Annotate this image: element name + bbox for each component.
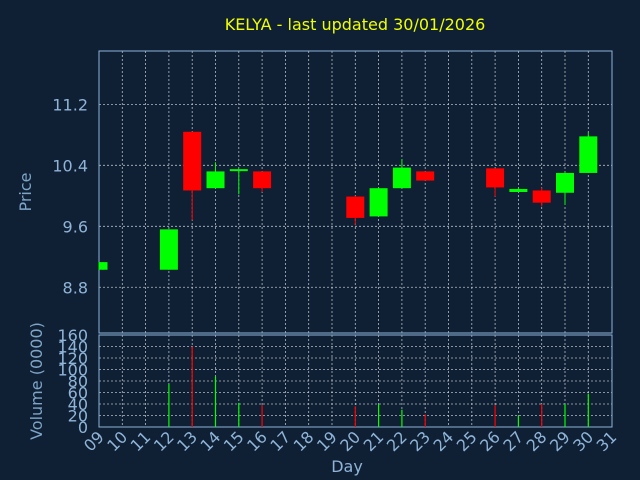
- candle-body: [98, 262, 108, 270]
- price-y-ticks: 8.8 9.6 10.4 11.2: [52, 95, 88, 297]
- price-axis-label: Price: [16, 172, 35, 211]
- price-plot-frame: [98, 50, 613, 334]
- volume-tick-label: 20: [68, 407, 88, 426]
- chart-title: KELYA - last updated 30/01/2026: [225, 15, 486, 34]
- x-tick-label: 31: [593, 427, 621, 455]
- volume-tick-label: 100: [57, 361, 88, 380]
- candle-body: [556, 172, 574, 193]
- volume-bars: [168, 346, 589, 427]
- candle-body: [253, 171, 272, 189]
- volume-tick-label: 120: [57, 349, 88, 368]
- x-axis-label: Day: [331, 457, 363, 476]
- candle-body: [579, 136, 598, 173]
- candle-body: [346, 196, 365, 218]
- volume-tick-label: 140: [57, 338, 88, 357]
- candle-body: [369, 188, 388, 217]
- candle-body: [416, 171, 435, 181]
- volume-tick-label: 40: [68, 395, 88, 414]
- price-tick-label: 8.8: [63, 278, 88, 297]
- volume-tick-label: 80: [68, 372, 88, 391]
- price-tick-label: 10.4: [52, 156, 88, 175]
- price-tick-label: 11.2: [52, 95, 88, 114]
- candle-body: [509, 188, 528, 192]
- candle-body: [392, 167, 411, 189]
- volume-tick-label: 160: [57, 326, 88, 345]
- candle-body: [486, 168, 505, 188]
- candle-body: [532, 190, 551, 203]
- x-ticks: 0910111213141516171819202122232425262728…: [80, 427, 620, 455]
- volume-axis-label: Volume (0000): [27, 322, 46, 440]
- candle-body: [159, 229, 178, 270]
- volume-tick-label: 60: [68, 384, 88, 403]
- candle-body: [229, 169, 248, 172]
- candle-body: [206, 171, 225, 189]
- price-tick-label: 9.6: [63, 217, 88, 236]
- candle-body: [183, 131, 202, 191]
- volume-tick-label: 0: [78, 418, 88, 437]
- candles: [98, 131, 598, 270]
